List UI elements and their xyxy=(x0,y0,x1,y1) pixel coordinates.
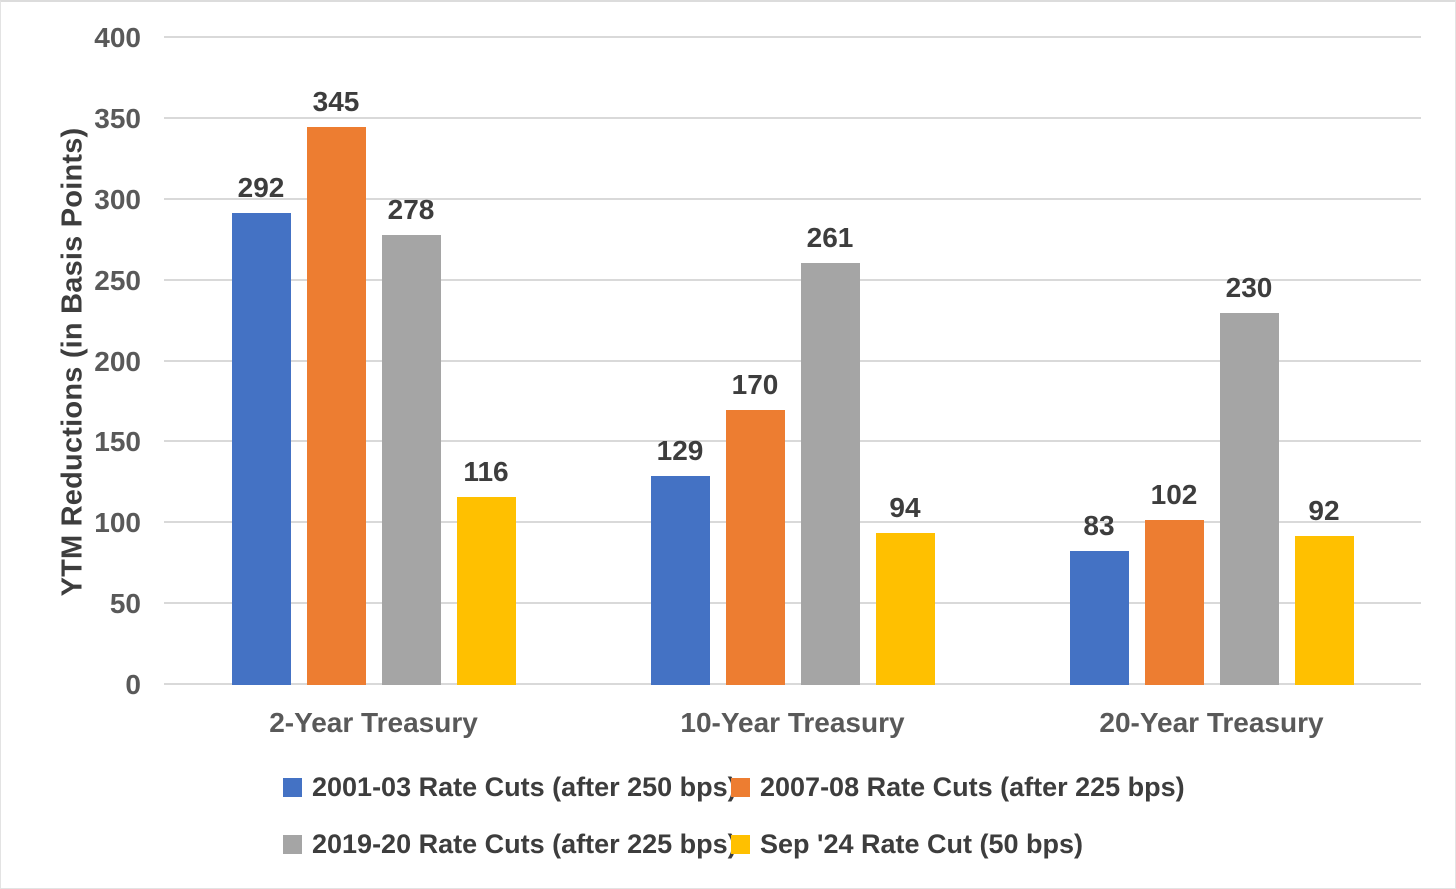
bar-fill xyxy=(231,212,291,685)
bar-fill xyxy=(650,476,710,685)
bar-value-label: 230 xyxy=(1225,271,1273,303)
gridline-400 xyxy=(164,36,1421,38)
bar-value-label: 261 xyxy=(806,221,854,253)
y-tick-0: 0 xyxy=(125,669,141,700)
bar: 92 xyxy=(1294,495,1354,685)
legend: 2001-03 Rate Cuts (after 250 bps) 2007-08… xyxy=(283,772,1185,860)
bar-fill xyxy=(1294,536,1354,685)
bar-value-label: 102 xyxy=(1150,479,1198,511)
legend-item: 2019-20 Rate Cuts (after 225 bps) xyxy=(283,829,737,860)
gridline-300 xyxy=(164,197,1421,200)
category-label: 20-Year Treasury xyxy=(1099,707,1324,738)
gridline-100 xyxy=(164,521,1421,524)
bar-value-label: 345 xyxy=(312,85,360,117)
bar-groups: 292 345 278 116 129 170 261 94 83 102 230 92 xyxy=(164,38,1421,685)
bar-fill xyxy=(725,410,785,685)
bar: 278 xyxy=(381,194,441,685)
bar-group-2: 129 170 261 94 xyxy=(583,38,1002,685)
bar-fill xyxy=(306,126,366,685)
bar: 116 xyxy=(456,456,516,685)
gridline-50 xyxy=(164,602,1421,605)
bar-value-label: 83 xyxy=(1083,509,1115,541)
y-tick-400: 400 xyxy=(94,22,141,53)
bar: 261 xyxy=(800,222,860,685)
bar-group-3: 83 102 230 92 xyxy=(1002,38,1421,685)
bar-value-label: 292 xyxy=(237,171,285,203)
bar-value-label: 92 xyxy=(1308,495,1340,527)
bar: 129 xyxy=(650,435,710,685)
legend-label: 2007-08 Rate Cuts (after 225 bps) xyxy=(760,772,1185,802)
legend-label: 2001-03 Rate Cuts (after 250 bps) xyxy=(312,772,737,802)
category-label: 2-Year Treasury xyxy=(269,707,478,738)
bar: 94 xyxy=(875,492,935,685)
category-label: 10-Year Treasury xyxy=(680,707,905,738)
bar-fill xyxy=(1069,550,1129,685)
legend-item: Sep '24 Rate Cut (50 bps) xyxy=(731,829,1185,860)
bar: 292 xyxy=(231,172,291,685)
bar-fill xyxy=(1144,520,1204,685)
bar: 170 xyxy=(725,369,785,685)
bar-value-label: 278 xyxy=(387,194,435,226)
legend-item: 2007-08 Rate Cuts (after 225 bps) xyxy=(731,772,1185,803)
bar-fill xyxy=(800,262,860,685)
y-axis-tick-labels: 0 50 100 150 200 250 300 350 400 xyxy=(1,24,141,699)
gridline-150 xyxy=(164,440,1421,443)
y-tick-50: 50 xyxy=(109,588,141,620)
legend-label: 2019-20 Rate Cuts (after 225 bps) xyxy=(312,829,737,859)
y-tick-250: 250 xyxy=(94,264,141,296)
gridline-200 xyxy=(164,359,1421,362)
legend-item: 2001-03 Rate Cuts (after 250 bps) xyxy=(283,772,737,803)
plot-area: 292 345 278 116 129 170 261 94 83 102 230 92 xyxy=(164,36,1421,685)
y-tick-300: 300 xyxy=(94,183,141,215)
legend-swatch-icon xyxy=(283,778,302,797)
bar-value-label: 129 xyxy=(656,435,704,467)
legend-swatch-icon xyxy=(283,835,302,854)
bar-value-label: 170 xyxy=(731,369,779,401)
y-tick-200: 200 xyxy=(94,345,141,377)
bar-fill xyxy=(875,532,935,685)
bar-fill xyxy=(456,497,516,685)
bar-group-1: 292 345 278 116 xyxy=(164,38,583,685)
bar: 83 xyxy=(1069,510,1129,685)
legend-label: Sep '24 Rate Cut (50 bps) xyxy=(760,829,1083,859)
bar: 230 xyxy=(1219,272,1279,685)
y-tick-350: 350 xyxy=(94,102,141,134)
y-tick-150: 150 xyxy=(94,426,141,458)
gridline-250 xyxy=(164,278,1421,281)
x-axis-category-labels: 2-Year Treasury 10-Year Treasury 20-Year T… xyxy=(164,707,1421,739)
bar-value-label: 116 xyxy=(463,456,509,488)
gridline-0 xyxy=(164,683,1421,685)
y-tick-100: 100 xyxy=(94,507,141,539)
legend-swatch-icon xyxy=(731,778,750,797)
bar-fill xyxy=(1219,312,1279,685)
bar: 345 xyxy=(306,86,366,685)
bar-fill xyxy=(381,235,441,685)
gridline-350 xyxy=(164,116,1421,119)
legend-swatch-icon xyxy=(731,835,750,854)
bar-value-label: 94 xyxy=(889,491,921,523)
bar: 102 xyxy=(1144,479,1204,685)
